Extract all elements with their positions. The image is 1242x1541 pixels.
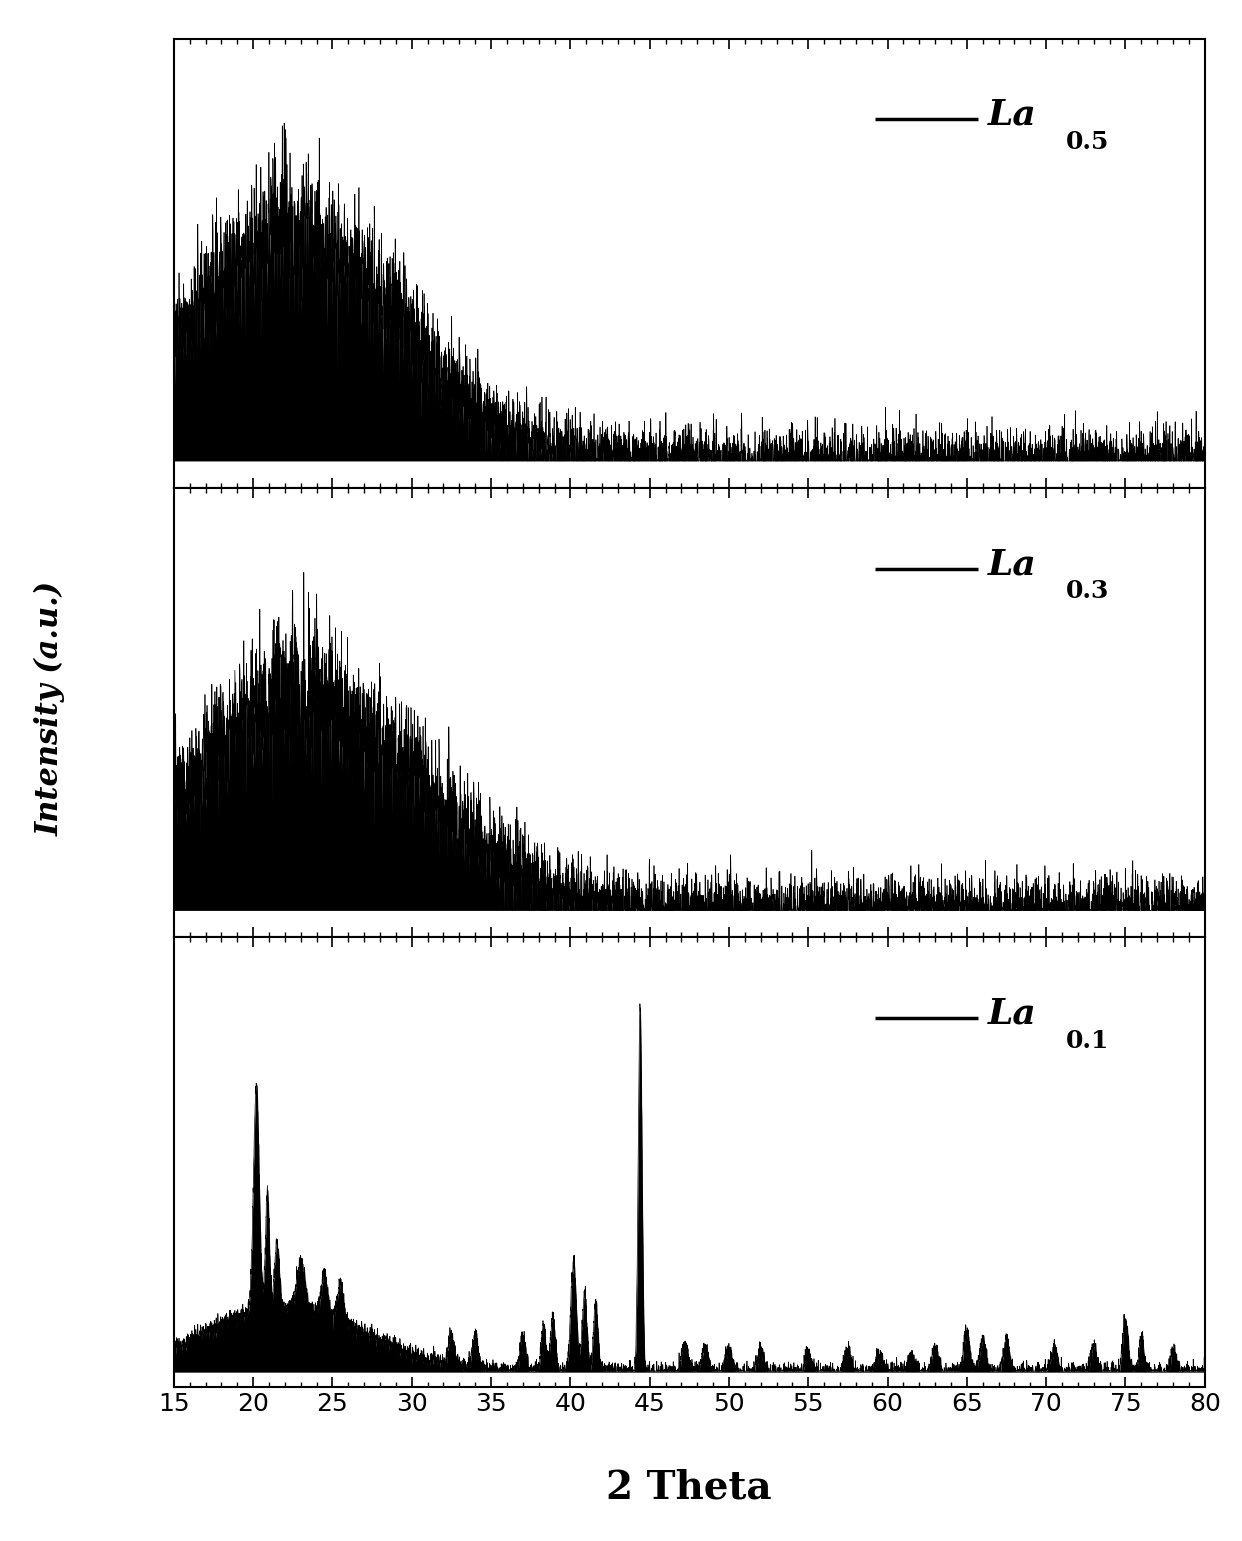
Text: 0.1: 0.1 (1066, 1029, 1109, 1053)
Text: 2 Theta: 2 Theta (606, 1469, 773, 1506)
Text: 0.3: 0.3 (1066, 579, 1109, 604)
Text: La: La (989, 547, 1037, 581)
Text: Intensity (a.u.): Intensity (a.u.) (34, 581, 66, 837)
Text: La: La (989, 99, 1037, 133)
Text: La: La (989, 997, 1037, 1031)
Text: 0.5: 0.5 (1066, 129, 1109, 154)
